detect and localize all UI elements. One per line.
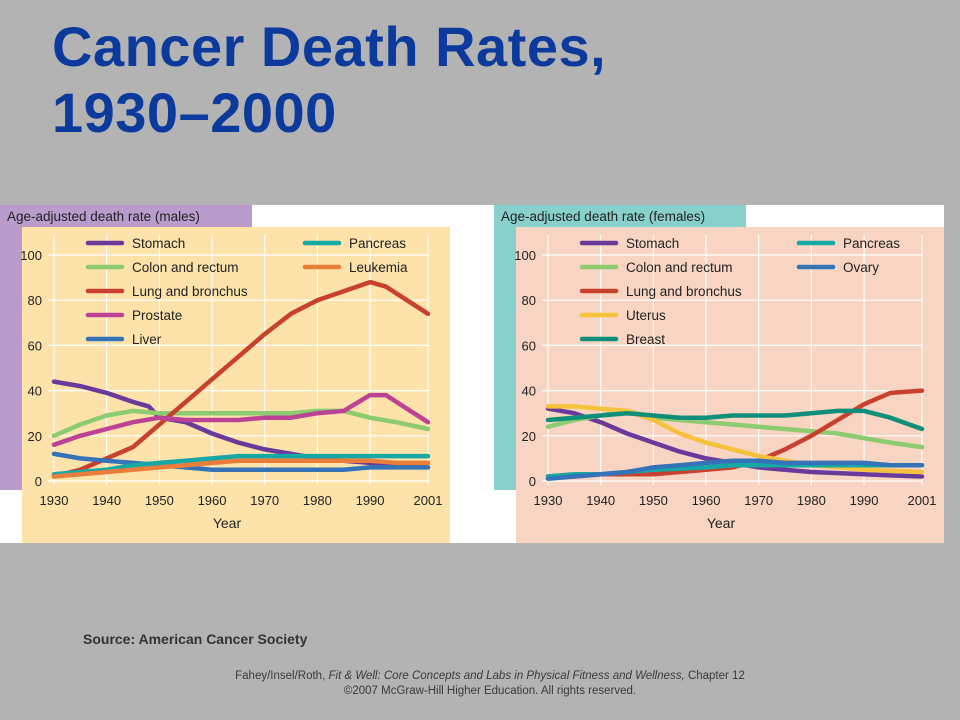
legend-label-breast: Breast <box>626 332 665 347</box>
series-line-leukemia <box>51 458 431 479</box>
y-tick-label: 80 <box>28 293 42 308</box>
legend-label-pancreas: Pancreas <box>843 236 900 251</box>
series-line-colon-and-rectum <box>51 408 431 439</box>
legend-label-pancreas: Pancreas <box>349 236 406 251</box>
slide-title-line2: 1930–2000 <box>52 81 337 144</box>
x-tick-label: 1980 <box>797 493 826 508</box>
x-tick-label: 2001 <box>908 493 937 508</box>
plot-background <box>516 227 944 543</box>
x-tick-label: 1990 <box>850 493 879 508</box>
x-axis-label: Year <box>707 515 736 531</box>
y-tick-label: 20 <box>28 429 42 444</box>
footer-book-title: Fit & Well: Core Concepts and Labs in Ph… <box>328 670 685 682</box>
footer-authors: Fahey/Insel/Roth, <box>235 670 326 682</box>
series-line-prostate <box>51 392 431 448</box>
y-tick-label: 100 <box>514 248 536 263</box>
series-line-uterus <box>545 404 925 475</box>
series-line-pancreas <box>51 453 431 477</box>
chart-females: Age-adjusted death rate (females) 0 20 40 60… <box>494 205 944 543</box>
slide-title: Cancer Death Rates, 1930–2000 <box>52 14 912 146</box>
x-tick-label: 1950 <box>145 493 174 508</box>
legend-label-lung-and-bronchus: Lung and bronchus <box>132 284 248 299</box>
legend-label-stomach: Stomach <box>132 236 185 251</box>
y-tick-label: 0 <box>35 474 42 489</box>
footer-citation: Fahey/Insel/Roth, Fit & Well: Core Conce… <box>190 669 790 684</box>
y-tick-label: 0 <box>529 474 536 489</box>
y-tick-label: 20 <box>522 429 536 444</box>
legend-label-liver: Liver <box>132 332 162 347</box>
chart-title: Age-adjusted death rate (males) <box>7 209 200 224</box>
chart-header-tab <box>0 205 252 227</box>
x-tick-label: 1970 <box>744 493 773 508</box>
legend-label-stomach: Stomach <box>626 236 679 251</box>
series-line-lung-and-bronchus <box>51 279 431 479</box>
footer: Fahey/Insel/Roth, Fit & Well: Core Conce… <box>190 669 790 699</box>
chart-side-strip <box>0 227 22 490</box>
y-tick-label: 60 <box>522 338 536 353</box>
x-tick-label: 1980 <box>303 493 332 508</box>
x-axis-label: Year <box>213 515 242 531</box>
y-tick-label: 40 <box>522 384 536 399</box>
footer-copyright: ©2007 McGraw-Hill Higher Education. All … <box>343 685 637 697</box>
x-tick-label: 1950 <box>639 493 668 508</box>
plot-background <box>22 227 450 543</box>
x-tick-label: 1960 <box>198 493 227 508</box>
chart-title: Age-adjusted death rate (females) <box>501 209 705 224</box>
x-tick-label: 1990 <box>356 493 385 508</box>
footer-chapter: Chapter 12 <box>687 670 745 682</box>
slide-title-line1: Cancer Death Rates, <box>52 15 607 78</box>
x-tick-label: 2001 <box>414 493 443 508</box>
y-tick-label: 100 <box>20 248 42 263</box>
charts-panel: Age-adjusted death rate (males) 0 20 40 60 80… <box>0 205 944 543</box>
y-tick-label: 60 <box>28 338 42 353</box>
y-tick-label: 80 <box>522 293 536 308</box>
chart-side-strip <box>494 227 516 490</box>
legend-label-ovary: Ovary <box>843 260 879 275</box>
x-tick-label: 1940 <box>586 493 615 508</box>
x-tick-label: 1960 <box>692 493 721 508</box>
legend-label-leukemia: Leukemia <box>349 260 408 275</box>
x-tick-label: 1940 <box>92 493 121 508</box>
x-tick-label: 1970 <box>250 493 279 508</box>
legend-label-colon-and-rectum: Colon and rectum <box>132 260 239 275</box>
chart-header-tab <box>494 205 746 227</box>
source-note: Source: American Cancer Society <box>83 631 308 647</box>
legend-label-uterus: Uterus <box>626 308 666 323</box>
series-line-liver <box>51 451 431 472</box>
series-line-ovary <box>545 458 925 481</box>
x-tick-label: 1930 <box>40 493 69 508</box>
legend-label-prostate: Prostate <box>132 308 182 323</box>
y-tick-label: 40 <box>28 384 42 399</box>
chart-males: Age-adjusted death rate (males) 0 20 40 60 80… <box>0 205 450 543</box>
series-line-breast <box>545 408 925 432</box>
x-tick-label: 1930 <box>534 493 563 508</box>
legend-label-colon-and-rectum: Colon and rectum <box>626 260 733 275</box>
legend-label-lung-and-bronchus: Lung and bronchus <box>626 284 742 299</box>
